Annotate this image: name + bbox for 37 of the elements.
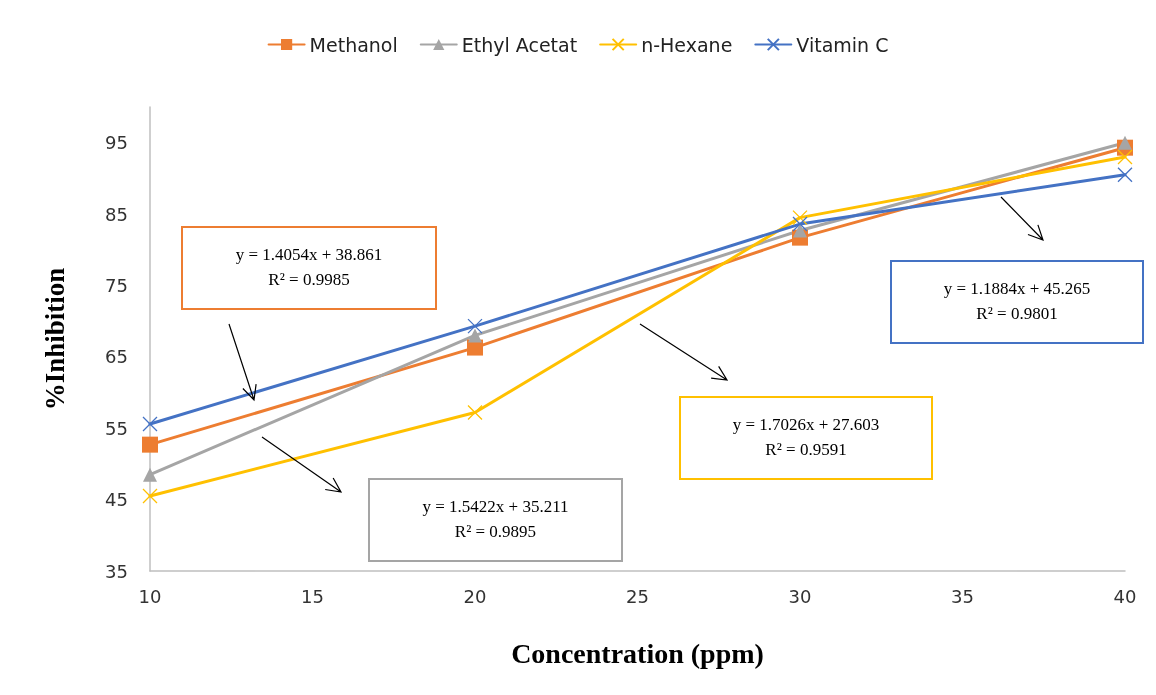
text-box: y = 1.1884x + 45.265 R² = 0.9801 bbox=[890, 260, 1144, 344]
point bbox=[792, 216, 808, 232]
y-tick-label: 85 bbox=[105, 203, 128, 225]
point bbox=[143, 467, 157, 482]
x-tick-label: 30 bbox=[788, 585, 812, 607]
x-tick-label: 40 bbox=[1113, 585, 1137, 607]
legend-label: Ethyl Acetat bbox=[461, 33, 578, 56]
point bbox=[793, 223, 807, 238]
y-tick-label: 75 bbox=[105, 274, 128, 296]
text-box: y = 1.5422x + 35.211 R² = 0.9895 bbox=[368, 478, 623, 562]
legend-label: Methanol bbox=[309, 33, 398, 56]
x-tick-label: 25 bbox=[626, 585, 649, 607]
y-tick-label: 45 bbox=[105, 489, 128, 511]
point bbox=[142, 416, 158, 432]
x-tick-label: 20 bbox=[463, 585, 487, 607]
x-tick-label: 35 bbox=[951, 585, 974, 607]
point bbox=[467, 318, 483, 334]
point bbox=[1117, 149, 1133, 165]
y-tick-label: 95 bbox=[105, 132, 128, 154]
point bbox=[1118, 135, 1132, 150]
legend-label: n-Hexane bbox=[641, 33, 733, 56]
y-tick-label: 65 bbox=[105, 346, 128, 368]
y-tick-label: 55 bbox=[105, 417, 128, 439]
legend-label: Vitamin C bbox=[796, 33, 889, 56]
text-box: y = 1.7026x + 27.603 R² = 0.9591 bbox=[679, 396, 933, 480]
x-tick-label: 15 bbox=[301, 585, 324, 607]
point bbox=[467, 404, 483, 421]
x-axis-title: Concentration (ppm) bbox=[511, 637, 764, 669]
x-tick-label: 10 bbox=[138, 585, 162, 607]
point bbox=[142, 436, 158, 453]
text-box: y = 1.4054x + 38.861 R² = 0.9985 bbox=[181, 226, 437, 310]
point bbox=[792, 210, 808, 226]
point bbox=[468, 328, 482, 343]
y-axis-title: %Inhibition bbox=[39, 267, 70, 411]
point bbox=[142, 488, 158, 504]
y-tick-label: 35 bbox=[105, 560, 128, 582]
point bbox=[1117, 167, 1133, 183]
